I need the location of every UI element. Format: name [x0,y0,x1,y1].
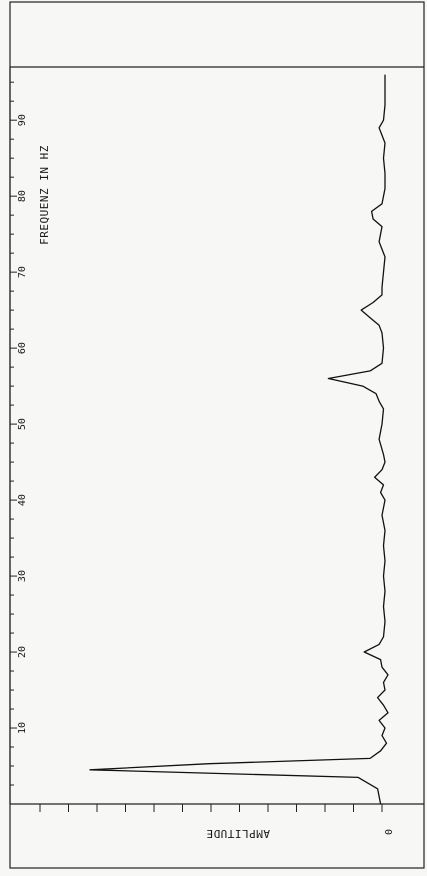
y-tick-label: 0 [384,829,395,835]
x-tick-label: 30 [17,570,28,582]
x-tick-label: 70 [17,266,28,278]
x-tick-label: 90 [17,114,28,126]
x-tick-label: 10 [17,722,28,734]
y-axis-label: AMPLITUDE [206,827,270,840]
x-tick-label: 80 [17,190,28,202]
series-line [89,74,389,805]
x-tick-label: 20 [17,646,28,658]
frequency-axis: 10 20 30 40 50 60 70 80 90 [9,67,28,805]
x-axis-label: FREQUENZ IN HZ [38,145,51,245]
x-tick-label: 40 [17,494,28,506]
amplitude-axis: 0 [39,804,395,835]
chart-frame [9,1,425,869]
x-tick-label: 60 [17,342,28,354]
x-tick-label: 50 [17,418,28,430]
